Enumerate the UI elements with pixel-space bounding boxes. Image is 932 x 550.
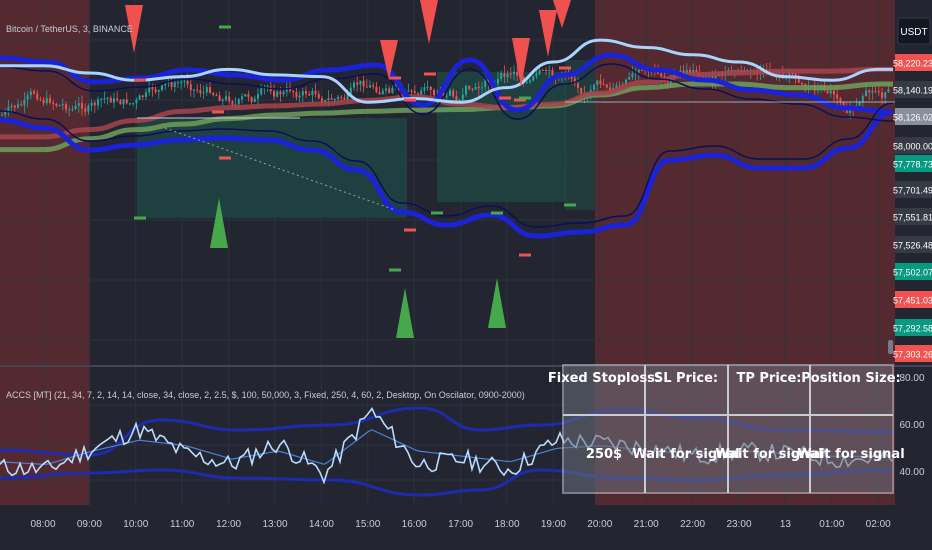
price-label-text-8: 57,502.07 xyxy=(893,268,932,278)
price-label-text-5: 57,701.49 xyxy=(893,186,932,196)
time-label-7: 15:00 xyxy=(355,519,380,530)
price-label-text-6: 57,551.81 xyxy=(893,213,932,223)
upper-band-inner xyxy=(0,63,894,122)
price-label-7 xyxy=(895,236,932,253)
time-label-3: 11:00 xyxy=(170,519,195,530)
time-label-5: 13:00 xyxy=(262,519,287,530)
price-label-10 xyxy=(895,319,932,336)
time-label-4: 12:00 xyxy=(216,519,241,530)
osc-axis-label-0: 80.00 xyxy=(899,373,924,384)
price-label-5 xyxy=(895,181,932,198)
time-label-18: 02:00 xyxy=(866,519,891,530)
trade-box-1 xyxy=(137,118,407,218)
dotted-trendline xyxy=(164,127,396,211)
price-label-1 xyxy=(895,81,932,98)
time-label-8: 16:00 xyxy=(402,519,427,530)
price-scrollbar[interactable] xyxy=(888,340,893,354)
price-label-11 xyxy=(895,345,932,362)
price-label-0 xyxy=(895,54,932,71)
currency-badge[interactable] xyxy=(897,17,931,45)
value-position-size: Wait for signal xyxy=(797,447,904,462)
price-label-text-0: 58,220.23 xyxy=(893,59,932,69)
time-label-12: 20:00 xyxy=(587,519,612,530)
price-label-text-7: 57,526.48 xyxy=(893,241,932,251)
price-label-text-9: 57,451.03 xyxy=(893,296,932,306)
time-label-15: 23:00 xyxy=(726,519,751,530)
lower-band xyxy=(0,109,894,239)
time-label-17: 01:00 xyxy=(819,519,844,530)
indicator-title: ACCS [MT] (21, 34, 7, 2, 14, 14, close, … xyxy=(6,390,525,400)
time-label-9: 17:00 xyxy=(448,519,473,530)
time-label-2: 10:00 xyxy=(123,519,148,530)
price-label-text-1: 58,140.19 xyxy=(893,86,932,96)
value-tp-price: Wait for signal xyxy=(715,447,822,462)
time-label-10: 18:00 xyxy=(494,519,519,530)
header-sl-price: SL Price: xyxy=(654,371,718,386)
time-axis-bg xyxy=(0,505,932,550)
price-label-4 xyxy=(895,155,932,172)
lower-band-inner xyxy=(0,102,894,228)
level-markers xyxy=(134,25,576,272)
header-fixed-stoploss: Fixed Stoploss: xyxy=(548,371,660,386)
price-label-text-3: 58,000.00 xyxy=(893,142,932,152)
info-panel: Fixed Stoploss: SL Price: TP Price: Posi… xyxy=(548,364,905,494)
price-label-3 xyxy=(895,137,932,154)
value-fixed-stoploss: 250$ xyxy=(586,447,622,462)
header-position-size: Position Size: xyxy=(801,371,900,386)
price-label-text-4: 57,778.73 xyxy=(893,160,932,170)
time-label-6: 14:00 xyxy=(309,519,334,530)
price-label-text-11: 57,303.26 xyxy=(893,350,932,360)
price-label-6 xyxy=(895,208,932,225)
price-label-2 xyxy=(895,108,932,125)
time-label-14: 22:00 xyxy=(680,519,705,530)
time-label-11: 19:00 xyxy=(541,519,566,530)
time-label-16: 13 xyxy=(780,519,792,530)
osc-axis-label-1: 60.00 xyxy=(899,420,924,431)
candlesticks xyxy=(1,62,890,120)
signal-arrows xyxy=(125,0,571,338)
value-sl-price: Wait for signal xyxy=(632,447,739,462)
price-label-text-10: 57,292.58 xyxy=(893,324,932,334)
time-label-13: 21:00 xyxy=(634,519,659,530)
time-label-0: 08:00 xyxy=(30,519,55,530)
osc-axis-label-2: 40.00 xyxy=(899,467,924,478)
ma-green-line xyxy=(0,81,893,153)
header-tp-price: TP Price: xyxy=(736,371,801,386)
price-label-8 xyxy=(895,263,932,280)
time-axis[interactable]: 08:00 09:00 10:00 11:00 12:00 13:00 14:00 15:00… xyxy=(30,519,891,530)
trade-box-3 xyxy=(565,60,595,210)
ma-light-line xyxy=(0,38,893,104)
upper-band xyxy=(0,52,894,115)
oscillator-axis-labels: 80.00 60.00 40.00 xyxy=(899,373,924,478)
price-label-text-2: 58,126.02 xyxy=(893,113,932,123)
price-labels: 58,220.23 58,140.19 58,126.02 58,000.00 57,7… xyxy=(893,54,932,362)
symbol-title: Bitcoin / TetherUS, 3, BINANCE xyxy=(6,24,133,34)
time-label-1: 09:00 xyxy=(77,519,102,530)
price-label-9 xyxy=(895,291,932,308)
currency-badge-label: USDT xyxy=(900,27,927,38)
